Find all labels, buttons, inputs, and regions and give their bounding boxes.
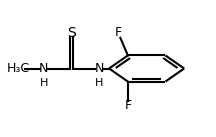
Text: H₃C: H₃C — [7, 62, 30, 75]
Text: F: F — [124, 99, 131, 112]
Text: N: N — [39, 62, 48, 75]
Text: H: H — [40, 78, 48, 88]
Text: N: N — [95, 62, 104, 75]
Text: F: F — [115, 26, 122, 39]
Text: H: H — [95, 78, 104, 88]
Text: S: S — [67, 26, 76, 40]
